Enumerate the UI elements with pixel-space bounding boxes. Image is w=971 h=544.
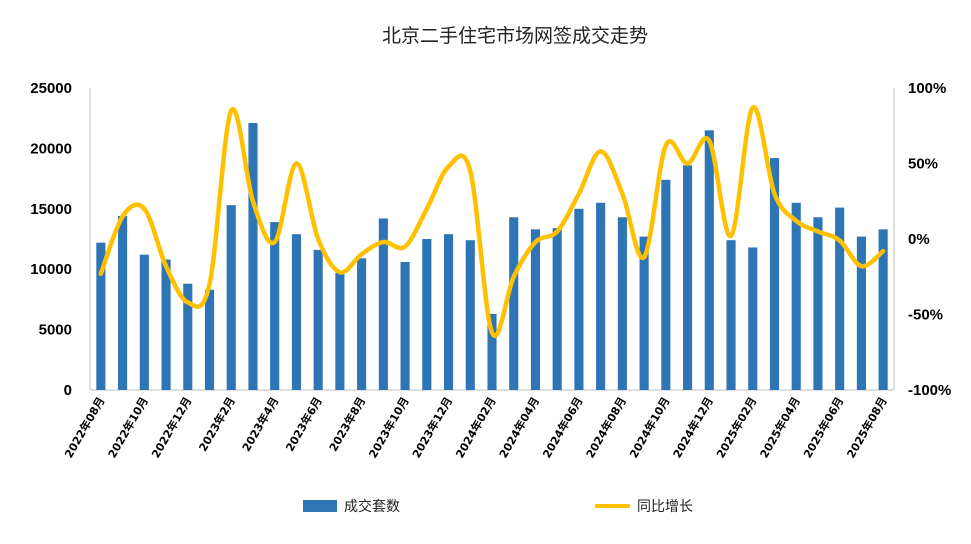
line-series xyxy=(98,105,886,338)
bar xyxy=(465,240,475,390)
left-tick-label: 10000 xyxy=(30,261,72,278)
x-tick-label: 2025年06月 xyxy=(800,395,846,461)
bar xyxy=(443,234,454,390)
x-tick-label: 2024年02月 xyxy=(453,395,499,461)
x-tick-label: 2023年2月 xyxy=(196,395,238,454)
x-tick-label: 2022年12月 xyxy=(148,395,194,461)
right-tick-label: 100% xyxy=(908,80,946,97)
bar xyxy=(639,236,649,390)
x-tick-label: 2024年04月 xyxy=(496,395,542,461)
bar xyxy=(96,242,106,390)
bar xyxy=(617,217,627,390)
x-tick-label: 2023年10月 xyxy=(366,395,412,461)
bar xyxy=(204,289,215,390)
bar xyxy=(248,123,258,391)
bar xyxy=(226,205,236,390)
bar xyxy=(422,239,432,390)
x-tick-label: 2023年8月 xyxy=(326,395,368,454)
bar xyxy=(748,247,758,390)
bar xyxy=(856,236,866,390)
series-line-yoy xyxy=(98,105,886,338)
x-tick-label: 2024年08月 xyxy=(583,395,629,461)
bar xyxy=(487,313,497,390)
bar xyxy=(574,208,584,390)
bar xyxy=(509,217,519,390)
x-tick-label: 2022年10月 xyxy=(105,395,151,461)
bar xyxy=(878,229,888,390)
legend-label-bar: 成交套数 xyxy=(344,498,400,515)
x-tick-label: 2023年12月 xyxy=(409,395,455,461)
bar xyxy=(270,222,280,390)
bar xyxy=(769,158,780,390)
bar xyxy=(552,228,562,390)
bar xyxy=(813,217,823,390)
bar xyxy=(118,216,128,390)
left-tick-label: 20000 xyxy=(30,140,72,157)
x-tick-label: 2023年6月 xyxy=(282,395,324,454)
bar xyxy=(683,165,693,390)
legend-label-line: 同比增长 xyxy=(637,499,693,515)
axes: 0 5000 10000 15000 20000 25000 -100% -50% 0% 50% 1… xyxy=(30,80,951,399)
bar xyxy=(335,272,345,390)
x-tick-label: 2025年02月 xyxy=(713,395,759,461)
bar xyxy=(378,218,388,390)
chart-title: 北京二手住宅市场网签成交走势 xyxy=(382,25,648,47)
legend-swatch-bar xyxy=(303,500,337,512)
bar xyxy=(291,234,301,390)
x-tick-label: 2023年4月 xyxy=(239,395,281,454)
bar xyxy=(313,249,323,390)
bar xyxy=(726,240,736,390)
left-tick-label: 15000 xyxy=(30,201,72,218)
left-tick-label: 5000 xyxy=(39,322,72,339)
bar xyxy=(791,202,801,390)
bar xyxy=(161,259,171,390)
x-tick-label: 2024年06月 xyxy=(539,395,585,461)
bar xyxy=(704,130,714,390)
x-tick-label: 2024年10月 xyxy=(626,395,672,461)
x-tick-label: 2022年08月 xyxy=(61,395,107,461)
x-tick-label: 2024年12月 xyxy=(670,395,716,461)
left-tick-label: 25000 xyxy=(30,80,72,97)
x-tick-label: 2025年04月 xyxy=(757,395,803,461)
bar xyxy=(139,254,149,390)
bar xyxy=(400,261,410,390)
bar xyxy=(183,283,193,390)
legend: 成交套数 同比增长 xyxy=(303,498,693,515)
right-tick-label: 50% xyxy=(908,156,938,173)
x-tick-label: 2025年08月 xyxy=(844,395,890,461)
bar xyxy=(596,202,606,390)
bar xyxy=(835,207,845,390)
bar xyxy=(357,258,367,390)
bar xyxy=(530,229,541,390)
bar xyxy=(661,179,671,390)
bar-series xyxy=(96,123,888,391)
right-tick-label: -50% xyxy=(908,307,943,324)
left-tick-label: 0 xyxy=(64,382,72,399)
right-tick-label: 0% xyxy=(908,231,930,248)
right-tick-label: -100% xyxy=(908,382,951,399)
